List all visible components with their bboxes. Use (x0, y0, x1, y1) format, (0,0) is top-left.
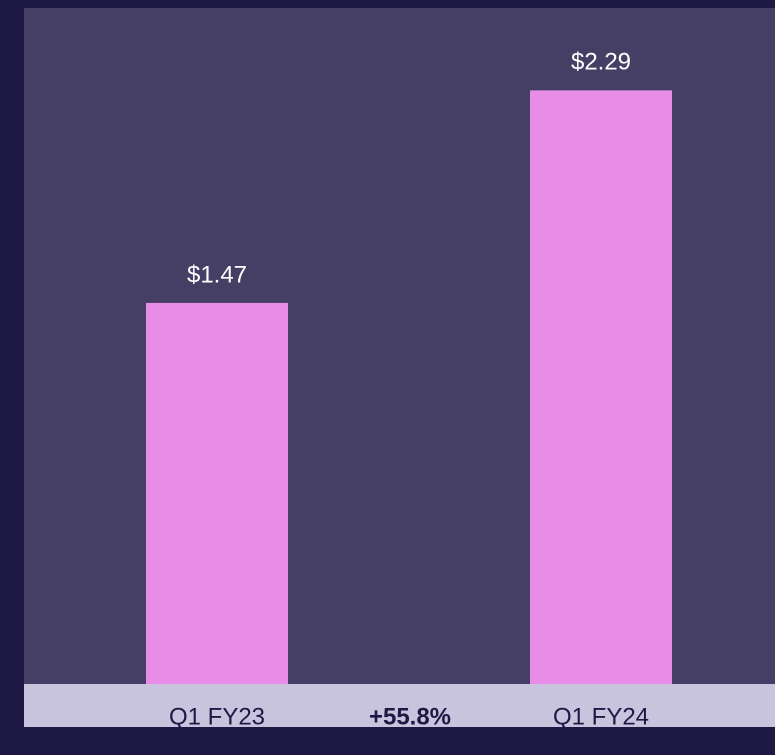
value-label: $1.47 (187, 261, 247, 288)
bar (530, 90, 672, 684)
x-tick-label: Q1 FY24 (553, 703, 649, 730)
bar (146, 302, 288, 684)
value-label: $2.29 (571, 49, 631, 76)
category-band (24, 684, 775, 727)
x-tick-label: Q1 FY23 (169, 703, 265, 730)
change-annotation: +55.8% (369, 703, 451, 730)
